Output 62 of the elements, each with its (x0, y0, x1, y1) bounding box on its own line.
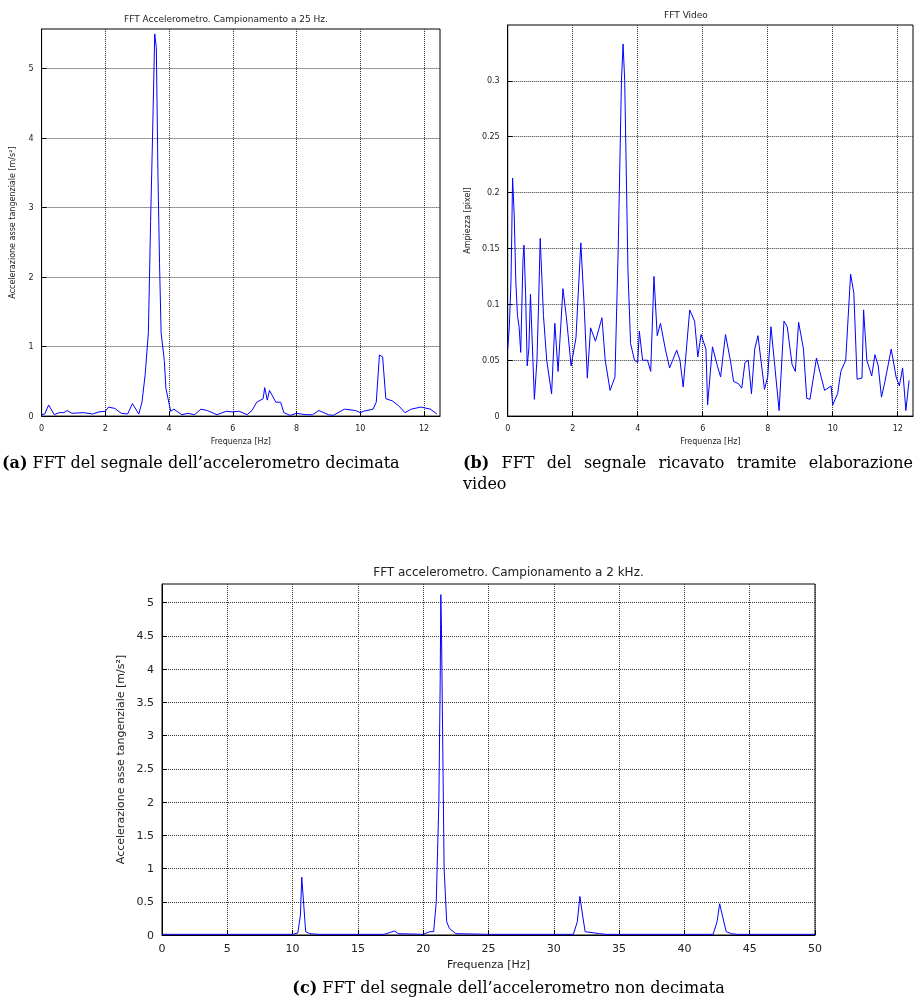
y-tick-label: 4 (147, 662, 154, 676)
y-axis-title: Accelerazione asse tangenziale [m/s²] (113, 654, 127, 865)
y-tick-label: 0.5 (136, 895, 154, 909)
y-tick-label: 3 (28, 203, 34, 213)
x-tick-label: 20 (416, 942, 431, 955)
x-tick-label: 10 (827, 423, 838, 433)
x-tick-label: 6 (700, 423, 706, 433)
x-axis-title: Frequenza [Hz] (680, 436, 741, 446)
text: (c) FFT del segnale dell’accelerometro non decimata (291, 977, 726, 998)
x-tick-label: 50 (808, 942, 822, 955)
y-tick-label: 2 (28, 272, 34, 282)
x-axis-title: Frequenza [Hz] (210, 436, 271, 446)
x-tick-label: 4 (635, 423, 641, 433)
y-tick-label: 0.2 (486, 188, 500, 198)
x-tick-label: 2 (570, 423, 576, 433)
y-tick-label: 0.25 (481, 132, 500, 142)
y-tick-label: 0.05 (481, 355, 500, 365)
y-tick-label: 2.5 (136, 762, 154, 776)
text: (a) FFT del segnale dell’accelerometro decimata (2, 452, 401, 473)
y-tick-label: 0.3 (486, 76, 500, 86)
x-tick-label: 25 (481, 942, 496, 955)
x-tick-label: 30 (546, 942, 561, 955)
y-tick-label: 0 (494, 411, 500, 421)
y-axis-title: Ampiezza [pixel] (462, 187, 472, 254)
x-tick-label: 5 (223, 942, 231, 955)
x-tick-label: 0 (39, 423, 45, 433)
x-tick-label: 8 (765, 423, 771, 433)
chart-title: FFT Video (664, 9, 709, 20)
x-tick-label: 12 (418, 423, 430, 433)
x-tick-label: 2 (102, 423, 108, 433)
y-tick-label: 0 (147, 928, 154, 942)
y-tick-label: 3.5 (136, 695, 154, 709)
x-tick-label: 35 (612, 942, 627, 955)
y-tick-label: 1 (28, 342, 34, 352)
x-tick-label: 10 (285, 942, 300, 955)
chart-title: FFT accelerometro. Campionamento a 2 kHz. (373, 565, 644, 579)
x-tick-label: 40 (677, 942, 692, 955)
x-tick-label: 6 (230, 423, 236, 433)
line-series (507, 43, 910, 412)
x-tick-label: 10 (355, 423, 366, 433)
x-tick-label: 0 (505, 423, 511, 433)
chart-title: FFT Accelerometro. Campionamento a 25 Hz. (124, 13, 328, 24)
y-tick-label: 0.1 (486, 299, 500, 309)
x-tick-label: 45 (742, 942, 757, 955)
y-tick-label: 1.5 (136, 828, 154, 842)
y-tick-label: 3 (147, 729, 154, 743)
y-tick-label: 4 (28, 133, 34, 143)
x-tick-label: 8 (294, 423, 300, 433)
x-tick-label: 4 (166, 423, 172, 433)
y-tick-label: 4.5 (136, 629, 154, 643)
y-tick-label: 0.15 (481, 243, 500, 253)
x-axis-title: Frequenza [Hz] (447, 957, 530, 971)
y-axis-title: Accelerazione asse tangenziale [m/s²] (7, 146, 17, 299)
y-tick-label: 0 (28, 411, 34, 421)
x-tick-label: 15 (350, 942, 365, 955)
y-tick-label: 2 (147, 795, 154, 809)
text: (b) FFT del segnale ricavato tramite elaborazione video (463, 452, 913, 494)
x-tick-label: 0 (158, 942, 166, 955)
y-tick-label: 5 (147, 596, 154, 610)
y-tick-label: 1 (147, 862, 154, 876)
x-tick-label: 12 (892, 423, 903, 433)
y-tick-label: 5 (28, 64, 34, 74)
